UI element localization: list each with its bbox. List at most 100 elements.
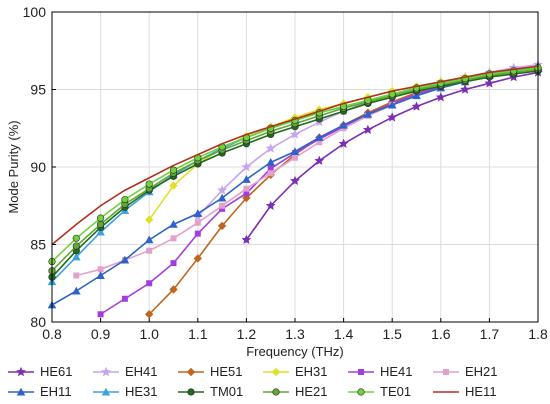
data-point	[243, 190, 250, 197]
data-point	[121, 295, 128, 302]
x-tick-label: 1.3	[285, 326, 305, 342]
data-point	[290, 129, 300, 139]
data-point	[241, 234, 252, 245]
legend-label: EH21	[465, 364, 498, 379]
legend-label: TE01	[380, 384, 411, 399]
data-point	[219, 205, 226, 212]
x-tick-label: 1.5	[382, 326, 402, 342]
data-point	[267, 170, 274, 177]
legend-item-HE61: HE61	[8, 364, 73, 379]
legend-label: HE31	[125, 384, 158, 399]
data-point	[170, 235, 177, 242]
data-point	[170, 260, 177, 267]
legend-item-HE11: HE11	[433, 384, 497, 399]
legend-label: TM01	[210, 384, 243, 399]
data-point	[194, 230, 201, 237]
legend: HE61 EH41 HE51 EH31 HE41 EH21 EH11 HE31 TM01 HE21…	[8, 364, 498, 399]
data-point	[460, 84, 471, 94]
data-point	[387, 112, 398, 122]
x-tick-label: 1.1	[188, 326, 208, 342]
data-point	[217, 185, 228, 195]
data-point	[97, 266, 104, 273]
legend-marker	[16, 366, 26, 377]
data-point	[265, 200, 276, 210]
x-tick-label: 0.8	[42, 326, 62, 342]
data-point	[338, 138, 349, 148]
series-HE41	[97, 64, 541, 318]
data-point	[219, 202, 226, 209]
legend-item-EH31: EH31	[263, 364, 328, 379]
data-point	[144, 235, 154, 244]
data-point	[362, 124, 373, 135]
series-HE61	[241, 67, 543, 245]
data-point	[72, 234, 80, 242]
series-HE11	[51, 65, 539, 246]
data-point	[241, 161, 252, 172]
series-line	[51, 65, 539, 246]
data-point	[193, 254, 202, 263]
legend-marker	[272, 388, 280, 396]
data-point	[169, 166, 178, 174]
legend-marker	[443, 369, 449, 375]
data-point	[290, 175, 300, 186]
data-point	[96, 227, 105, 236]
legend-item-HE51: HE51	[178, 364, 243, 379]
data-point	[73, 272, 80, 279]
data-point	[145, 180, 153, 188]
data-point	[363, 110, 373, 118]
data-point	[315, 133, 324, 141]
legend-item-EH11: EH11	[8, 384, 72, 399]
legend-marker	[101, 366, 111, 377]
data-point	[146, 280, 153, 287]
legend-label: HE11	[465, 384, 497, 399]
data-point	[96, 220, 105, 228]
data-point	[120, 255, 130, 264]
data-point	[169, 220, 178, 228]
data-point	[265, 143, 276, 153]
data-point	[96, 214, 105, 222]
y-tick-label: 80	[30, 314, 46, 330]
data-point	[193, 209, 203, 217]
y-tick-label: 85	[30, 237, 46, 253]
data-point	[266, 158, 275, 166]
legend-item-TM01: TM01	[178, 384, 243, 399]
grid-lines	[51, 11, 539, 323]
x-tick-label: 1.4	[334, 326, 354, 342]
legend-marker	[357, 388, 365, 396]
legend-item-HE41: HE41	[348, 364, 413, 379]
y-tick-label: 100	[23, 4, 47, 20]
data-point	[194, 219, 201, 226]
data-point	[267, 165, 274, 172]
legend-item-EH21: EH21	[433, 364, 498, 379]
data-point	[316, 139, 323, 146]
data-point	[72, 252, 81, 261]
data-point	[339, 120, 348, 129]
data-point	[96, 271, 105, 279]
legend-item-HE31: HE31	[93, 384, 158, 399]
x-tick-label: 1.8	[528, 326, 548, 342]
legend-marker	[101, 387, 111, 396]
legend-label: HE21	[295, 384, 328, 399]
legend-label: HE61	[40, 364, 73, 379]
axis-ticks: 0.8 0.9 1.0 1.1 1.2 1.3 1.4 1.5 1.6 1.7 1.8 80 85 90 9…	[23, 4, 548, 342]
data-point	[121, 195, 129, 204]
legend-label: HE51	[210, 364, 243, 379]
data-point	[169, 181, 178, 190]
legend-marker	[271, 367, 281, 377]
x-tick-label: 1.6	[431, 326, 451, 342]
legend-marker	[186, 367, 196, 377]
data-point	[145, 215, 154, 224]
series-line	[100, 67, 539, 315]
data-point	[217, 221, 227, 231]
legend-label: EH41	[125, 364, 158, 379]
data-point	[72, 286, 81, 295]
legend-marker	[16, 387, 26, 396]
data-point	[217, 193, 227, 202]
data-point	[243, 185, 250, 192]
data-point	[72, 242, 80, 250]
legend-label: HE41	[380, 364, 413, 379]
data-point	[97, 311, 104, 318]
data-point	[435, 92, 446, 102]
series-layer	[47, 59, 543, 319]
data-point	[484, 78, 495, 88]
